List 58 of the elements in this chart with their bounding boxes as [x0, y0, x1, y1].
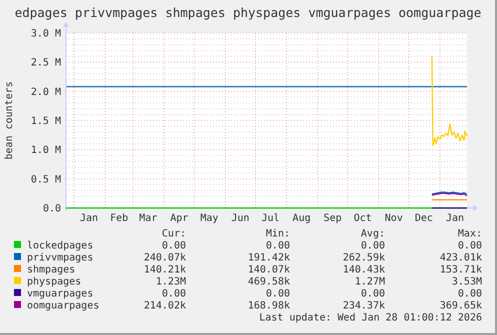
y-axis-title: bean counters: [4, 81, 15, 160]
text: Cur:: [162, 228, 186, 240]
x-tick-label: Nov: [384, 213, 403, 224]
x-tick-label: Mar: [139, 213, 158, 224]
legend-label: physpages: [27, 276, 82, 288]
legend-label: shmpages: [27, 264, 76, 276]
x-tick-label: Feb: [110, 213, 128, 224]
y-tick-label: 3.0 M: [30, 28, 61, 40]
text: 0.00: [266, 240, 290, 252]
text: 3.53M: [452, 276, 482, 288]
x-tick-label: Dec: [414, 213, 433, 224]
x-tick-label: Jul: [261, 213, 280, 224]
text: 1.27M: [354, 276, 385, 288]
y-tick-label: 0.0: [42, 204, 61, 214]
text: 234.37k: [342, 300, 385, 312]
text: 0.00: [162, 288, 186, 300]
x-tick-label: Oct: [354, 213, 372, 224]
text: 0.00: [458, 288, 482, 300]
y-tick-label: 1.5 M: [30, 116, 61, 127]
x-tick-label: May: [200, 213, 218, 224]
x-tick-label: Sep: [324, 213, 342, 224]
text: 140.21k: [144, 264, 186, 276]
text: 240.07k: [144, 252, 186, 264]
chart-title: edpages privvmpages shmpages physpages vmguarpages oomguarpage: [14, 5, 482, 20]
y-tick-label: 2.0 M: [30, 86, 61, 98]
text: 0.00: [360, 240, 385, 252]
text: 214.02k: [144, 300, 186, 312]
line-series: [431, 55, 468, 146]
text: 191.42k: [248, 252, 290, 264]
text: 0.00: [360, 288, 385, 300]
x-tick-label: Jun: [231, 213, 250, 224]
text: Last update: Wed Jan 28 01:00:12 2026: [259, 312, 482, 324]
text: Max:: [458, 228, 482, 240]
text: 0.00: [266, 288, 290, 300]
x-tick-label: Apr: [170, 213, 188, 224]
legend-label: lockedpages: [27, 240, 94, 252]
legend-label: privvmpages: [27, 252, 94, 264]
text: Avg:: [360, 228, 385, 240]
legend-label: oomguarpages: [27, 300, 100, 312]
text: 140.07k: [248, 264, 290, 276]
text: 140.43k: [342, 264, 385, 276]
x-tick-label: Jan: [446, 213, 464, 224]
text: 423.01k: [440, 252, 482, 264]
text: 469.58k: [248, 276, 290, 288]
text: 153.71k: [440, 264, 482, 276]
y-tick-label: 0.5 M: [30, 174, 61, 186]
text: 262.59k: [342, 252, 385, 264]
legend-label: vmguarpages: [27, 288, 94, 300]
text: 168.98k: [248, 300, 290, 312]
x-tick-label: Jan: [80, 213, 98, 224]
text: Min:: [266, 228, 290, 240]
x-tick-label: Aug: [292, 213, 311, 224]
y-tick-label: 2.5 M: [30, 58, 61, 69]
text: 0.00: [458, 240, 482, 252]
text: 1.23M: [156, 276, 186, 288]
text: 0.00: [162, 240, 186, 252]
y-tick-label: 1.0 M: [30, 145, 61, 156]
text: 369.65k: [440, 300, 482, 312]
